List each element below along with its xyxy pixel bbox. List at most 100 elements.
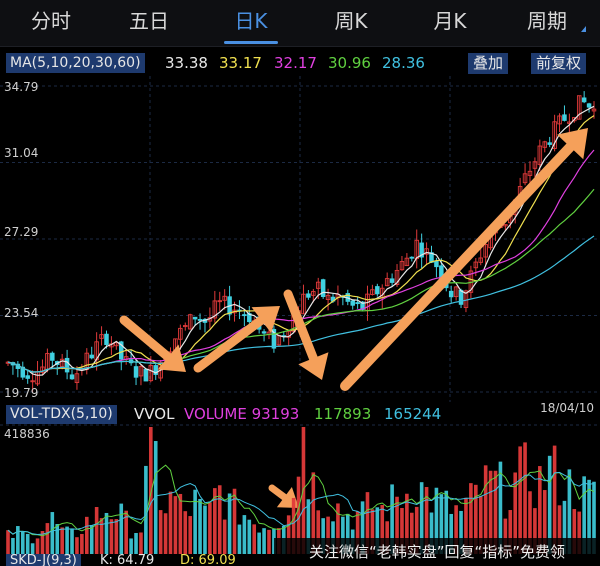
- volume-bar: [434, 487, 439, 554]
- volume-bar: [370, 509, 375, 554]
- candle-body: [212, 300, 218, 319]
- volume-bar: [439, 494, 444, 554]
- volume-bar: [518, 446, 522, 554]
- candle-body: [572, 117, 577, 122]
- ma30-value: 30.96: [328, 54, 371, 72]
- trend-arrow-shaft: [268, 484, 288, 501]
- volume-bar: [523, 442, 527, 554]
- volume-bar: [326, 516, 330, 554]
- tab-label: 分时: [31, 9, 71, 33]
- candle-body: [69, 374, 75, 380]
- candle-body: [20, 366, 26, 378]
- volume-bar: [508, 510, 513, 554]
- trend-arrow-shaft: [119, 315, 173, 362]
- volume-bar: [424, 487, 429, 554]
- volume-bar: [400, 508, 404, 554]
- candle-body: [217, 300, 222, 303]
- skd-k-value: K: 64.79: [100, 554, 155, 566]
- candle-body: [537, 145, 543, 165]
- kline-chart[interactable]: [0, 76, 600, 554]
- candle-body: [40, 366, 45, 373]
- ma5-value: 33.38: [165, 54, 208, 72]
- candle-body: [222, 295, 227, 301]
- volume-bar: [562, 500, 567, 554]
- tab-monthly-k[interactable]: 月K: [405, 0, 495, 46]
- volume-bar: [30, 543, 35, 554]
- volume-bar: [390, 484, 394, 554]
- candle-body: [320, 279, 326, 298]
- candle-body: [562, 114, 567, 121]
- candle-body: [133, 366, 139, 378]
- candle-body: [542, 141, 548, 148]
- trend-arrow-annotations: [119, 128, 588, 508]
- volume-bar: [149, 427, 153, 554]
- volume-bar: [227, 493, 232, 554]
- volume-bar: [20, 531, 25, 554]
- chart-grid: [0, 76, 600, 426]
- trend-arrow-head: [298, 352, 329, 380]
- volume-bar: [454, 505, 458, 554]
- candle-body: [148, 365, 154, 382]
- skd-indicator-label[interactable]: SKD-J(9,3): [6, 554, 81, 566]
- volume-bar: [375, 507, 380, 554]
- dropdown-caret-icon: [581, 26, 586, 32]
- volume-bar: [311, 472, 316, 554]
- volume-bar: [355, 511, 360, 554]
- price-axis-tick: 34.79: [4, 80, 39, 94]
- volume-bar: [144, 465, 148, 554]
- candle-body: [586, 103, 592, 108]
- active-tab-indicator: [224, 41, 278, 44]
- candle-body: [143, 368, 149, 382]
- volume-bar: [94, 507, 99, 554]
- volume-bar: [134, 532, 138, 554]
- volume-bar: [183, 511, 188, 554]
- candle-body: [370, 289, 375, 295]
- candle-body: [325, 294, 331, 300]
- latest-date-label: 18/04/10: [540, 401, 594, 415]
- candle-body: [187, 314, 193, 330]
- volume-bar: [109, 519, 114, 554]
- volume-bar: [513, 472, 518, 554]
- volume-bar: [503, 518, 508, 554]
- overlay-button[interactable]: 叠加: [468, 53, 509, 74]
- candle-body: [311, 291, 316, 296]
- candle-body: [183, 325, 188, 328]
- candle-body: [89, 354, 94, 359]
- volume-bar: [242, 515, 247, 554]
- volume-bar: [582, 476, 586, 554]
- volume-bar: [296, 476, 301, 554]
- volume-bar: [498, 461, 503, 554]
- tab-label: 日K: [234, 9, 268, 33]
- candle-body: [114, 342, 119, 347]
- ma-indicator-bar: MA(5,10,20,30,60) 33.38 33.17 32.17 30.9…: [0, 50, 600, 76]
- volume-ma5-value: 117893: [314, 405, 372, 423]
- volume-bar: [469, 483, 473, 554]
- tab-daily-k[interactable]: 日K: [206, 0, 296, 46]
- ma-indicator-label[interactable]: MA(5,10,20,30,60): [6, 53, 145, 73]
- candle-body: [453, 286, 459, 298]
- volume-bar: [158, 510, 163, 554]
- candle-body: [197, 318, 203, 321]
- candle-body: [409, 256, 415, 259]
- candle-body: [384, 278, 390, 287]
- candle-body: [576, 95, 582, 120]
- volume-bar: [203, 505, 207, 554]
- candle-body: [315, 281, 321, 289]
- volume-bar: [6, 530, 10, 554]
- tab-period-menu[interactable]: 周期: [502, 0, 592, 46]
- volume-bar: [538, 466, 542, 554]
- volume-bar: [45, 523, 50, 554]
- tab-weekly-k[interactable]: 周K: [306, 0, 396, 46]
- price-adjust-button[interactable]: 前复权: [531, 53, 587, 74]
- candle-body: [434, 260, 439, 268]
- candle-body: [178, 327, 183, 340]
- volume-indicator-label[interactable]: VOL-TDX(5,10): [6, 405, 117, 424]
- tab-intraday[interactable]: 分时: [6, 0, 96, 46]
- trend-arrow-shaft: [283, 289, 318, 363]
- candle-body: [404, 257, 410, 267]
- volume-bar: [557, 505, 562, 554]
- tab-label: 周期: [527, 9, 567, 33]
- candle-body: [527, 170, 533, 176]
- volume-ma5-line: [7, 464, 595, 537]
- tab-five-day[interactable]: 五日: [104, 0, 194, 46]
